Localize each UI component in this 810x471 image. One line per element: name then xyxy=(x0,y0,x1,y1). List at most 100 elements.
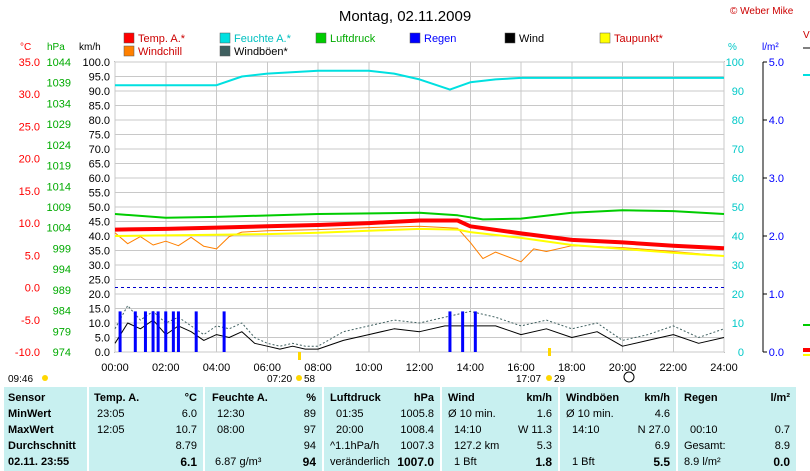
stats-press-min: 1005.8 xyxy=(400,408,434,420)
kmh-tick-label: 90.0 xyxy=(89,86,110,98)
kmh-tick-label: 60.0 xyxy=(89,173,110,185)
rain-bar xyxy=(461,311,465,352)
rain-tick-label: 0.0 xyxy=(769,347,784,359)
stats-wind-avg: 5.3 xyxy=(536,440,552,452)
stats-wind-current: 1.8 xyxy=(535,455,552,469)
time-tick-label: 04:00 xyxy=(203,362,231,374)
legend-swatch xyxy=(219,32,231,44)
stats-hum-max-time: 08:00 xyxy=(217,424,245,436)
hpa-tick-label: 984 xyxy=(53,306,71,318)
sunset-label: 17:07 xyxy=(516,374,541,385)
rain-bar xyxy=(164,311,168,352)
time-tick-label: 00:00 xyxy=(101,362,129,374)
legend-swatch xyxy=(315,32,327,44)
time-tick-label: 18:00 xyxy=(558,362,586,374)
temp-unit-label: °C xyxy=(20,42,31,53)
pct-tick-label: 70 xyxy=(732,144,744,156)
rain-bar xyxy=(156,311,160,352)
kmh-unit-label: km/h xyxy=(79,42,101,53)
rain-tick-label: 3.0 xyxy=(769,173,784,185)
kmh-tick-label: 20.0 xyxy=(89,289,110,301)
hpa-tick-label: 989 xyxy=(53,285,71,297)
rain-tick-label: 5.0 xyxy=(769,57,784,69)
pct-tick-label: 10 xyxy=(732,318,744,330)
legend-label: Luftdruck xyxy=(330,33,376,45)
hpa-tick-label: 1014 xyxy=(47,181,71,193)
legend-label: Windböen* xyxy=(234,46,289,58)
stats-humidity-column: Feuchte A. % 12:30 89 08:00 97 94 6.87 g… xyxy=(205,387,322,471)
sunrise-sub-label: 58 xyxy=(304,374,316,385)
stats-hum-current: 94 xyxy=(302,455,316,469)
legend-swatch xyxy=(599,32,611,44)
time-tick-label: 02:00 xyxy=(152,362,180,374)
pct-tick-label: 100 xyxy=(726,57,744,69)
kmh-tick-label: 85.0 xyxy=(89,101,110,113)
rain-bar xyxy=(222,311,226,352)
kmh-tick-label: 15.0 xyxy=(89,304,110,316)
temp-tick-label: -5.0 xyxy=(21,315,40,327)
stats-rain-current: 0.0 xyxy=(773,455,790,469)
stats-press-max: 1008.4 xyxy=(400,424,434,436)
series-line xyxy=(114,209,725,221)
kmh-tick-label: 50.0 xyxy=(89,202,110,214)
time-tick-label: 20:00 xyxy=(609,362,637,374)
hpa-tick-label: 974 xyxy=(53,347,71,359)
stats-gust-bft: 1 Bft xyxy=(572,456,595,468)
hpa-tick-label: 1044 xyxy=(47,57,71,69)
pct-tick-label: 50 xyxy=(732,202,744,214)
stats-temp-max-time: 12:05 xyxy=(97,424,125,436)
hpa-tick-label: 1009 xyxy=(47,202,71,214)
kmh-tick-label: 40.0 xyxy=(89,231,110,243)
next-chart-strip xyxy=(803,47,810,356)
pct-tick-label: 40 xyxy=(732,231,744,243)
time-tick-label: 24:00 xyxy=(710,362,738,374)
hpa-tick-label: 1029 xyxy=(47,119,71,131)
stats-rain-header: Regen xyxy=(684,392,718,404)
series-line xyxy=(114,225,725,263)
stats-gust-avg: 6.9 xyxy=(654,440,670,452)
rain-unit-label: l/m² xyxy=(762,42,779,53)
time-tick-label: 16:00 xyxy=(507,362,535,374)
stats-wind-avg10: 1.6 xyxy=(536,408,552,420)
sunrise-marker xyxy=(298,352,301,360)
temp-tick-label: 25.0 xyxy=(19,121,40,133)
pct-tick-label: 20 xyxy=(732,289,744,301)
rain-bar xyxy=(473,311,477,352)
series-line xyxy=(114,218,725,251)
stats-wind-column: Wind km/h Ø 10 min. 1.6 14:10 W 11.3 127… xyxy=(442,387,558,471)
hpa-unit-label: hPa xyxy=(47,42,65,53)
stats-wind-avg10-label: Ø 10 min. xyxy=(448,408,496,420)
rain-bar xyxy=(151,311,155,352)
legend-swatch xyxy=(504,32,516,44)
stats-hum-min-time: 12:30 xyxy=(217,408,245,420)
kmh-tick-label: 0.0 xyxy=(95,347,110,359)
hpa-tick-label: 1039 xyxy=(47,78,71,90)
temp-tick-label: 0.0 xyxy=(25,283,40,295)
kmh-tick-label: 35.0 xyxy=(89,246,110,258)
stats-gust-unit: km/h xyxy=(644,392,670,404)
stats-temp-header: Temp. A. xyxy=(94,392,140,404)
rain-bar xyxy=(194,311,198,352)
pct-tick-label: 0 xyxy=(738,347,744,359)
sunset-marker xyxy=(548,348,551,356)
kmh-tick-label: 45.0 xyxy=(89,217,110,229)
stats-gust-header: Windböen xyxy=(566,392,620,404)
stats-gust-column: Windböen km/h Ø 10 min. 4.6 14:10 N 27.0… xyxy=(560,387,676,471)
axis-unit-labels: °C hPa km/h % l/m² xyxy=(20,42,779,53)
stats-temp-unit: °C xyxy=(184,392,197,404)
series-line xyxy=(114,305,725,347)
stats-max-label: MaxWert xyxy=(8,424,54,436)
legend-swatch xyxy=(409,32,421,44)
rain-tick-label: 4.0 xyxy=(769,115,784,127)
stats-temp-current: 6.1 xyxy=(180,455,197,469)
hpa-tick-label: 1024 xyxy=(47,140,71,152)
stats-wind-max-time: 14:10 xyxy=(454,424,482,436)
kmh-tick-label: 95.0 xyxy=(89,72,110,84)
kmh-tick-label: 5.0 xyxy=(95,333,110,345)
stats-press-trend: veränderlich xyxy=(330,456,390,468)
stats-rain-column: Regen l/m² 00:10 0.7 Gesamt: 8.9 8.9 l/m… xyxy=(678,387,796,471)
temp-tick-label: 5.0 xyxy=(25,250,40,262)
hpa-tick-label: 1034 xyxy=(47,98,71,110)
stats-pressure-column: Luftdruck hPa 01:35 1005.8 20:00 1008.4 … xyxy=(324,387,440,471)
temp-tick-label: 30.0 xyxy=(19,89,40,101)
